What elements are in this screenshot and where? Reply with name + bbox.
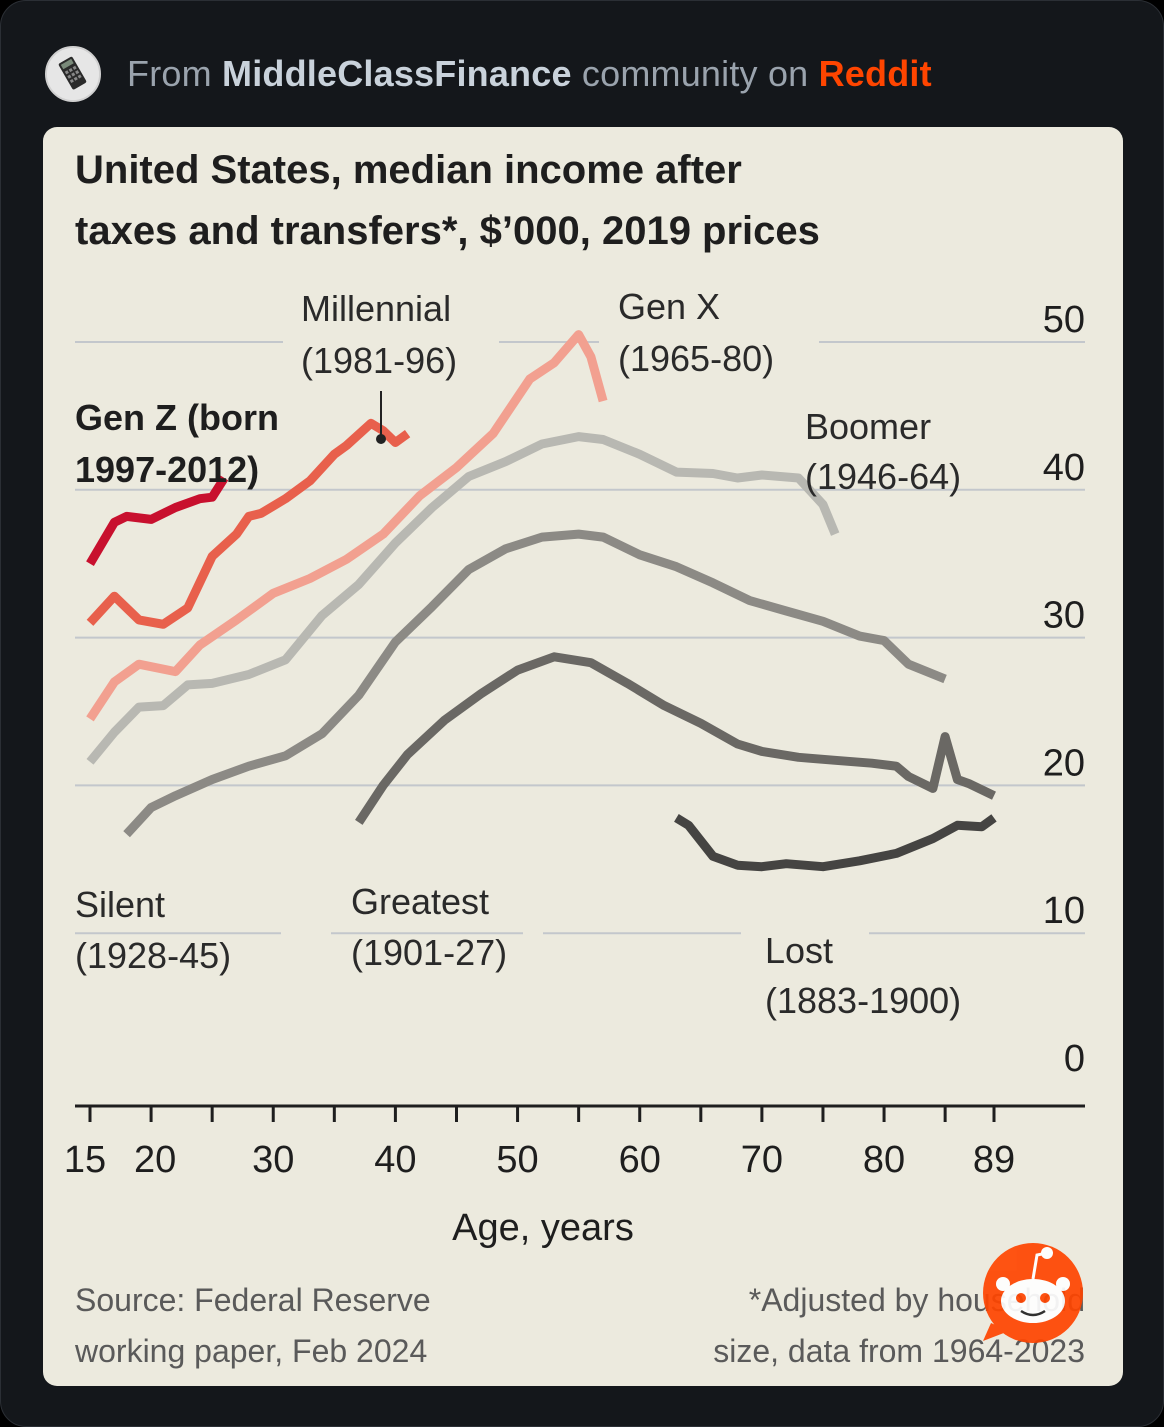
x-tick-label-60: 60 [619, 1139, 661, 1181]
series-line-boomer [86, 432, 840, 765]
x-tick-label-20: 20 [134, 1139, 176, 1181]
header-prefix: From [127, 53, 212, 94]
label-gen-z-name: Gen Z (born [75, 397, 279, 438]
header-middle: community on [581, 53, 809, 94]
income-chart: United States, median income after taxes… [64, 148, 1085, 1369]
label-boomer-name: Boomer [805, 406, 931, 447]
label-millennial-years: (1981-96) [301, 340, 457, 381]
label-gen-z-years: 1997-2012) [75, 449, 259, 490]
y-tick-label-20: 20 [1043, 742, 1085, 784]
x-tick-label-89: 89 [973, 1139, 1015, 1181]
y-tick-label-30: 30 [1043, 595, 1085, 637]
header-text: From MiddleClassFinance community on Red… [127, 53, 932, 95]
reddit-watermark-icon [983, 1243, 1083, 1343]
x-tick-label-30: 30 [252, 1139, 294, 1181]
label-lost-years: (1883-1900) [765, 980, 961, 1021]
label-greatest-years: (1901-27) [351, 932, 507, 973]
calculator-icon[interactable] [45, 46, 101, 102]
x-axis-label: Age, years [452, 1207, 634, 1249]
source-line1: Source: Federal Reserve [75, 1282, 431, 1318]
y-tick-label-10: 10 [1043, 890, 1085, 932]
millennial-pointer-dot [376, 434, 386, 444]
series-line-millennial [86, 418, 411, 629]
post-header: From MiddleClassFinance community on Red… [45, 45, 932, 103]
x-tick-label-70: 70 [741, 1139, 783, 1181]
chart-title-line1: United States, median income after [75, 148, 742, 192]
y-tick-label-40: 40 [1043, 447, 1085, 489]
reddit-link[interactable]: Reddit [818, 53, 932, 94]
label-boomer-years: (1946-64) [805, 456, 961, 497]
label-greatest-name: Greatest [351, 881, 489, 922]
chart-title-line2: taxes and transfers*, $’000, 2019 prices [75, 209, 820, 253]
x-tick-label-40: 40 [374, 1139, 416, 1181]
label-silent-years: (1928-45) [75, 935, 231, 976]
label-gen-x-name: Gen X [618, 286, 720, 327]
y-tick-label-50: 50 [1043, 299, 1085, 341]
series-line-gen-x [86, 330, 608, 722]
source-line2: working paper, Feb 2024 [74, 1333, 427, 1369]
series-line-lost [674, 814, 997, 872]
community-link[interactable]: MiddleClassFinance [222, 53, 572, 94]
series-line-gen-z [86, 475, 229, 566]
x-tick-label-80: 80 [863, 1139, 905, 1181]
label-millennial-name: Millennial [301, 288, 451, 329]
x-tick-label-50: 50 [496, 1139, 538, 1181]
series-line-silent [123, 529, 947, 838]
x-tick-label-15: 15 [64, 1139, 106, 1181]
label-gen-x-years: (1965-80) [618, 338, 774, 379]
y-tick-label-0: 0 [1064, 1038, 1085, 1080]
label-lost-name: Lost [765, 930, 833, 971]
chart-card: United States, median income after taxes… [43, 127, 1123, 1386]
series-line-greatest [355, 652, 996, 825]
label-silent-name: Silent [75, 884, 165, 925]
